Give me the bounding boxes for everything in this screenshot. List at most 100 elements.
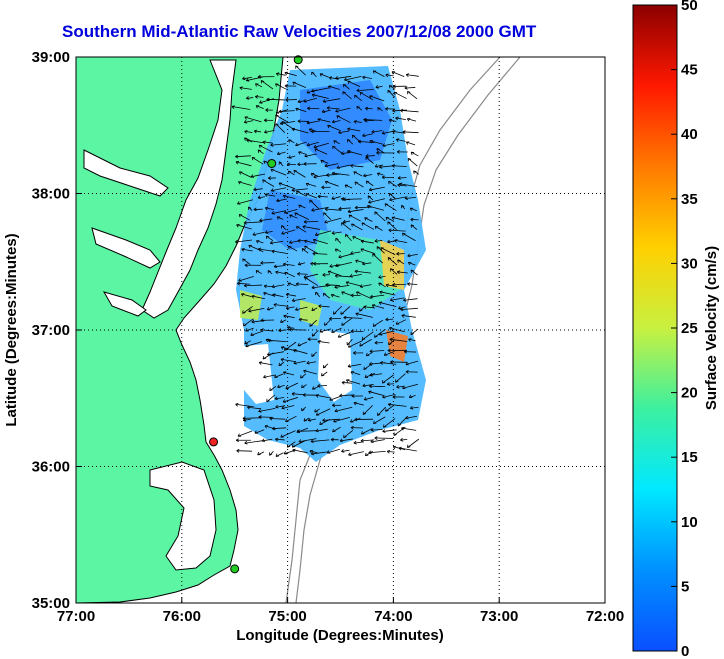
velocity-arrow bbox=[325, 208, 342, 211]
velocity-arrow bbox=[335, 261, 352, 267]
velocity-arrowhead bbox=[397, 259, 401, 263]
velocity-arrow bbox=[335, 107, 351, 113]
velocity-arrow bbox=[325, 181, 339, 187]
velocity-arrowhead bbox=[260, 318, 264, 323]
velocity-arrow bbox=[258, 407, 276, 412]
velocity-arrowhead bbox=[256, 240, 260, 244]
velocity-arrowhead bbox=[327, 124, 331, 129]
velocity-arrowhead bbox=[362, 133, 366, 137]
velocity-arrow bbox=[401, 427, 417, 431]
velocity-arrowhead bbox=[312, 238, 317, 243]
velocity-arrowhead bbox=[317, 194, 321, 199]
velocity-arrowhead bbox=[365, 156, 369, 161]
x-tick-label: 74:00 bbox=[374, 608, 412, 625]
velocity-arrowhead bbox=[236, 281, 241, 286]
velocity-arrowhead bbox=[369, 384, 373, 389]
velocity-arrowhead bbox=[346, 379, 350, 383]
velocity-arrowhead bbox=[252, 232, 256, 236]
velocity-arrow bbox=[267, 307, 274, 311]
velocity-arrowhead bbox=[278, 109, 282, 114]
velocity-arrowhead bbox=[404, 85, 408, 90]
velocity-arrowhead bbox=[242, 258, 246, 262]
velocity-arrow bbox=[400, 109, 419, 113]
velocity-arrowhead bbox=[324, 181, 329, 185]
velocity-arrowhead bbox=[345, 233, 349, 238]
velocity-arrowhead bbox=[393, 91, 398, 96]
station-marker bbox=[267, 158, 277, 168]
velocity-arrow bbox=[304, 220, 319, 223]
velocity-arrow bbox=[396, 319, 407, 325]
velocity-arrowhead bbox=[363, 305, 367, 309]
velocity-arrowhead bbox=[255, 95, 259, 99]
velocity-arrowhead bbox=[283, 314, 287, 319]
velocity-arrow bbox=[382, 429, 397, 432]
velocity-arrow bbox=[374, 240, 383, 242]
velocity-arrowhead bbox=[372, 323, 377, 327]
velocity-arrowhead bbox=[341, 151, 345, 155]
velocity-arrowhead bbox=[331, 231, 336, 235]
velocity-arrow bbox=[338, 331, 352, 338]
velocity-arrow bbox=[378, 275, 386, 279]
velocity-arrowhead bbox=[246, 138, 250, 143]
velocity-arrow bbox=[348, 340, 363, 348]
velocity-arrow bbox=[286, 293, 297, 297]
y-tick-label: 37:00 bbox=[32, 322, 70, 339]
velocity-arrowhead bbox=[303, 418, 308, 422]
velocity-arrow bbox=[349, 273, 362, 277]
velocity-arrow bbox=[314, 148, 328, 155]
velocity-arrow bbox=[328, 270, 342, 277]
velocity-arrowhead bbox=[385, 317, 389, 322]
velocity-arrow bbox=[313, 239, 328, 245]
velocity-arrow bbox=[288, 155, 296, 159]
velocity-arrowhead bbox=[328, 85, 332, 89]
velocity-arrow bbox=[380, 247, 396, 256]
velocity-arrowhead bbox=[314, 148, 318, 152]
velocity-arrowhead bbox=[352, 236, 356, 240]
velocity-arrowhead bbox=[307, 106, 311, 111]
bay-tributary bbox=[102, 291, 147, 317]
velocity-arrow bbox=[252, 231, 265, 236]
velocity-arrow bbox=[280, 358, 296, 363]
velocity-arrowhead bbox=[336, 165, 340, 169]
velocity-arrow bbox=[376, 246, 385, 254]
velocity-arrow bbox=[392, 109, 407, 112]
velocity-arrow bbox=[365, 451, 373, 457]
velocity-arrowhead bbox=[382, 394, 386, 399]
velocity-arrow bbox=[350, 251, 361, 255]
velocity-arrowhead bbox=[326, 450, 331, 454]
velocity-arrowhead bbox=[293, 349, 297, 353]
velocity-arrow bbox=[402, 232, 416, 242]
velocity-arrowhead bbox=[405, 361, 409, 366]
velocity-arrow bbox=[235, 403, 254, 408]
velocity-arrow bbox=[250, 330, 264, 336]
velocity-arrow bbox=[405, 197, 416, 199]
velocity-arrow bbox=[262, 438, 273, 442]
velocity-arrowhead bbox=[301, 248, 306, 252]
velocity-arrowhead bbox=[350, 251, 354, 255]
velocity-arrow bbox=[298, 151, 307, 155]
velocity-arrowhead bbox=[304, 276, 308, 281]
velocity-arrowhead bbox=[407, 157, 412, 162]
velocity-arrowhead bbox=[295, 65, 299, 69]
velocity-arrowhead bbox=[321, 185, 325, 190]
velocity-arrowhead bbox=[270, 188, 275, 192]
velocity-arrow bbox=[341, 222, 352, 231]
velocity-arrowhead bbox=[353, 440, 357, 445]
velocity-arrowhead bbox=[287, 282, 291, 286]
velocity-arrowhead bbox=[297, 272, 301, 276]
velocity-arrowhead bbox=[276, 216, 281, 220]
velocity-arrowhead bbox=[374, 164, 379, 168]
velocity-arrow bbox=[322, 109, 331, 113]
velocity-arrowhead bbox=[280, 434, 284, 438]
velocity-arrowhead bbox=[306, 142, 311, 147]
velocity-arrow bbox=[368, 198, 385, 203]
velocity-arrow bbox=[362, 262, 372, 265]
velocity-arrowhead bbox=[288, 327, 292, 332]
velocity-arrowhead bbox=[326, 173, 330, 177]
velocity-arrowhead bbox=[311, 71, 315, 76]
velocity-arrow bbox=[333, 305, 342, 315]
velocity-arrowhead bbox=[278, 362, 282, 367]
velocity-arrow bbox=[336, 164, 351, 169]
velocity-arrow bbox=[312, 329, 319, 337]
velocity-arrow bbox=[382, 374, 394, 384]
